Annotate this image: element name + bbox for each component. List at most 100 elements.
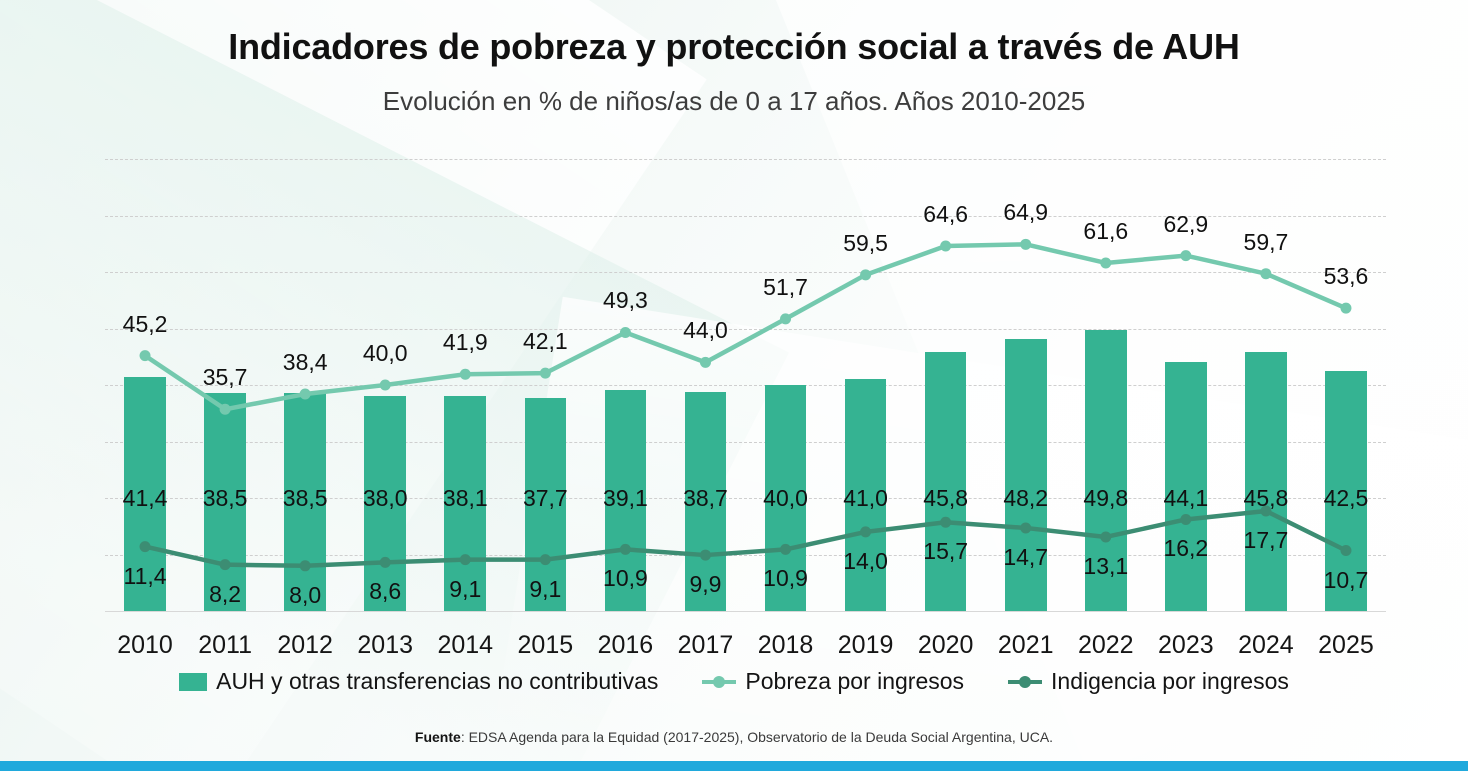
indigence-value-2016: 10,9	[603, 565, 648, 592]
indigence-value-2018: 10,9	[763, 565, 808, 592]
data-point-2025[interactable]	[1340, 545, 1352, 557]
data-point-2016[interactable]	[619, 326, 631, 338]
data-point-2016[interactable]	[619, 543, 631, 555]
data-point-2019[interactable]	[860, 269, 872, 281]
x-tick-label-2021: 2021	[997, 631, 1054, 659]
data-point-2018[interactable]	[780, 543, 792, 555]
data-point-2020[interactable]	[940, 240, 952, 252]
poverty-value-2025: 53,6	[1323, 263, 1369, 290]
bar-value-2020: 45,8	[923, 485, 969, 511]
indigence-value-2014: 9,1	[449, 575, 482, 602]
data-point-2014[interactable]	[459, 368, 471, 380]
data-point-2022[interactable]	[1100, 257, 1112, 269]
x-tick-label-2012: 2012	[277, 631, 333, 659]
indigence-value-2013: 8,6	[369, 578, 402, 605]
data-point-2023[interactable]	[1180, 513, 1192, 525]
data-point-2025[interactable]	[1340, 302, 1352, 314]
data-point-2012[interactable]	[299, 388, 311, 400]
gridline-70	[105, 215, 1386, 217]
legend-item-1[interactable]: Pobreza por ingresos	[702, 668, 964, 695]
data-point-2018[interactable]	[780, 313, 792, 325]
data-point-2011[interactable]	[219, 559, 231, 571]
indigence-value-2010: 11,4	[123, 562, 167, 589]
data-point-2024[interactable]	[1260, 505, 1272, 517]
indigence-value-2024: 17,7	[1243, 526, 1289, 553]
poverty-value-2012: 38,4	[282, 349, 328, 376]
bar-value-2012: 38,5	[282, 485, 328, 511]
x-tick-label-2018: 2018	[757, 631, 814, 659]
data-point-2019[interactable]	[860, 526, 872, 538]
data-point-2022[interactable]	[1100, 531, 1112, 543]
data-point-2014[interactable]	[459, 554, 471, 566]
gridline-10	[105, 554, 1386, 556]
poverty-value-2022: 61,6	[1083, 217, 1129, 244]
bar-2010[interactable]	[124, 377, 166, 611]
data-point-2013[interactable]	[379, 556, 391, 568]
data-point-2010[interactable]	[139, 350, 151, 362]
poverty-value-2010: 45,2	[122, 310, 168, 337]
bar-value-2013: 38,0	[362, 485, 408, 511]
data-point-2017[interactable]	[699, 549, 711, 561]
legend-item-0[interactable]: AUH y otras transferencias no contributi…	[179, 668, 658, 695]
legend-marker-icon-1	[702, 674, 737, 690]
bar-value-2016: 39,1	[603, 485, 648, 511]
data-point-2013[interactable]	[379, 379, 391, 391]
x-tick-label-2013: 2013	[357, 631, 414, 659]
bar-value-2021: 48,2	[1003, 485, 1049, 511]
bar-value-2014: 38,1	[442, 485, 488, 511]
bar-value-2022: 49,8	[1083, 485, 1129, 511]
bar-2013[interactable]	[364, 396, 407, 611]
data-point-2015[interactable]	[539, 367, 551, 379]
bar-2015[interactable]	[524, 398, 567, 611]
bar-2024[interactable]	[1245, 352, 1287, 611]
bar-2023[interactable]	[1165, 361, 1207, 611]
poverty-value-2024: 59,7	[1243, 228, 1289, 255]
legend-marker-icon-0	[179, 672, 208, 691]
data-point-2011[interactable]	[219, 403, 231, 415]
bar-2022[interactable]	[1084, 329, 1127, 611]
chart-title: Indicadores de pobreza y protección soci…	[228, 26, 1240, 67]
data-point-2017[interactable]	[699, 356, 711, 368]
data-point-2012[interactable]	[299, 560, 311, 572]
indigence-value-2021: 14,7	[1003, 543, 1049, 570]
bar-2011[interactable]	[204, 393, 246, 611]
gridline-20	[105, 498, 1386, 499]
plot-area: 01020304050607080 41,438,538,538,038,137…	[105, 159, 1386, 659]
data-point-2015[interactable]	[539, 554, 551, 566]
poverty-value-2016: 49,3	[603, 287, 648, 314]
x-tick-label-2017: 2017	[677, 631, 734, 659]
poverty-value-2019: 59,5	[843, 229, 888, 256]
bar-2017[interactable]	[684, 392, 727, 611]
x-tick-label-2022: 2022	[1077, 631, 1134, 659]
bar-2016[interactable]	[604, 390, 647, 611]
chart-legend: AUH y otras transferencias no contributi…	[0, 668, 1468, 695]
poverty-value-2013: 40,0	[362, 340, 408, 366]
bar-value-2018: 40,0	[763, 485, 808, 511]
bar-value-2017: 38,7	[683, 485, 728, 511]
x-tick-label-2015: 2015	[517, 631, 574, 659]
x-tick-label-2011: 2011	[198, 631, 252, 659]
bar-2021[interactable]	[1004, 338, 1047, 611]
data-point-2021[interactable]	[1020, 522, 1032, 534]
poverty-value-2018: 51,7	[763, 273, 808, 300]
bar-value-2015: 37,7	[522, 485, 568, 511]
data-point-2010[interactable]	[139, 541, 151, 553]
gridline-50	[105, 328, 1386, 330]
bar-2020[interactable]	[924, 352, 967, 611]
bar-2012[interactable]	[284, 393, 326, 611]
x-tick-label-2016: 2016	[597, 631, 654, 659]
poverty-value-2021: 64,9	[1003, 199, 1049, 226]
bar-2025[interactable]	[1325, 370, 1367, 611]
data-point-2023[interactable]	[1180, 250, 1192, 262]
bar-2019[interactable]	[844, 379, 887, 611]
data-point-2020[interactable]	[940, 516, 952, 528]
legend-item-2[interactable]: Indigencia por ingresos	[1008, 668, 1289, 695]
data-point-2021[interactable]	[1020, 238, 1032, 250]
bar-2014[interactable]	[444, 395, 487, 611]
data-point-2024[interactable]	[1260, 268, 1272, 280]
x-tick-label-2019: 2019	[837, 631, 894, 659]
indigence-value-2025: 10,7	[1323, 566, 1369, 593]
bar-value-2024: 45,8	[1243, 485, 1289, 511]
indigence-value-2011: 8,2	[209, 580, 242, 607]
bar-2018[interactable]	[764, 385, 807, 611]
